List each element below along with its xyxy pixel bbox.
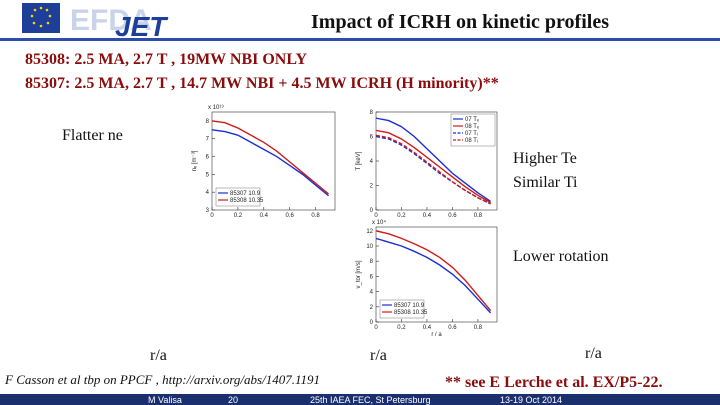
x-tick-label: 0.2 bbox=[397, 325, 406, 331]
legend-label: 85308 10.35 bbox=[394, 310, 428, 316]
x-tick-label: 0 bbox=[210, 213, 214, 219]
reference: ** see E Lerche et al. EX/P5-22. bbox=[445, 374, 662, 391]
axis-exponent: x 10¹⁹ bbox=[208, 104, 224, 111]
footer-author: M Valisa bbox=[148, 395, 182, 405]
shot-line: 85308: 2.5 MA, 2.7 T , 19MW NBI ONLY bbox=[25, 51, 308, 68]
y-tick-label: 0 bbox=[370, 320, 374, 326]
note: Similar Ti bbox=[513, 174, 578, 191]
footer-page: 20 bbox=[228, 395, 238, 405]
series-line bbox=[375, 134, 491, 205]
y-tick-label: 12 bbox=[366, 229, 373, 235]
logo-top: EFDA bbox=[70, 4, 152, 37]
y-axis-label: nₑ [m⁻³] bbox=[192, 150, 198, 171]
x-tick-label: 0.6 bbox=[286, 213, 295, 219]
x-tick-label: 0.8 bbox=[474, 325, 483, 331]
legend-label: 85307 10.9 bbox=[394, 303, 425, 309]
x-tick-label: 0.2 bbox=[234, 213, 243, 219]
series-line bbox=[375, 135, 491, 205]
x-tick-label: 0.8 bbox=[311, 213, 320, 219]
y-tick-label: 6 bbox=[370, 274, 374, 280]
footer-conf: 25th IAEA FEC, St Petersburg bbox=[310, 395, 431, 405]
legend-label: 07 Tₑ bbox=[465, 117, 480, 123]
y-tick-label: 8 bbox=[370, 259, 374, 265]
series-line bbox=[211, 129, 329, 197]
series-line bbox=[375, 129, 491, 204]
y-tick-label: 0 bbox=[370, 208, 374, 214]
header-bg bbox=[0, 0, 720, 42]
y-tick-label: 8 bbox=[370, 110, 374, 116]
series-line bbox=[211, 120, 329, 195]
y-tick-label: 2 bbox=[370, 305, 374, 311]
axis-note: r/a bbox=[370, 347, 387, 364]
citation: F Casson et al tbp on PPCF , http://arxi… bbox=[4, 372, 320, 387]
series-line bbox=[375, 237, 492, 314]
x-tick-label: 0.4 bbox=[423, 325, 432, 331]
header-rule bbox=[0, 38, 720, 41]
y-tick-label: 2 bbox=[370, 184, 374, 190]
logo-main: JET bbox=[115, 11, 169, 42]
legend-label: 08 Tᵢ bbox=[465, 138, 478, 144]
eu-stars bbox=[30, 6, 52, 28]
legend-label: 85307 10.9 bbox=[230, 191, 261, 197]
x-tick-label: 0.6 bbox=[448, 325, 457, 331]
note: Flatter ne bbox=[62, 127, 123, 144]
y-tick-label: 4 bbox=[206, 190, 210, 196]
x-tick-label: 0.6 bbox=[448, 213, 457, 219]
y-tick-label: 3 bbox=[206, 208, 210, 214]
y-tick-label: 5 bbox=[206, 172, 210, 178]
note: Higher Te bbox=[513, 150, 577, 167]
y-axis-label: T [keV] bbox=[356, 151, 362, 170]
x-tick-label: 0.4 bbox=[260, 213, 269, 219]
note: Lower rotation bbox=[513, 248, 609, 265]
slide-title: Impact of ICRH on kinetic profiles bbox=[311, 11, 609, 33]
series-line bbox=[375, 230, 492, 312]
x-tick-label: 0.2 bbox=[397, 213, 406, 219]
x-tick-label: 0.4 bbox=[423, 213, 432, 219]
legend-label: 07 Tᵢ bbox=[465, 131, 478, 137]
legend-label: 08 Tₑ bbox=[465, 124, 480, 130]
footer-date: 13-19 Oct 2014 bbox=[500, 395, 562, 405]
y-tick-label: 4 bbox=[370, 159, 374, 165]
y-tick-label: 7 bbox=[206, 137, 210, 143]
y-tick-label: 6 bbox=[370, 135, 374, 141]
series-line bbox=[375, 117, 492, 203]
axis-exponent: x 10⁴ bbox=[372, 219, 386, 226]
y-tick-label: 6 bbox=[206, 155, 210, 161]
axis-note: r/a bbox=[585, 345, 602, 362]
y-axis-label: v_tor [m/s] bbox=[356, 260, 362, 288]
x-axis-label: r / a bbox=[431, 332, 442, 338]
footer-bar bbox=[0, 394, 720, 405]
x-tick-label: 0 bbox=[374, 325, 378, 331]
y-tick-label: 8 bbox=[206, 119, 210, 125]
shot-line: 85307: 2.5 MA, 2.7 T , 14.7 MW NBI + 4.5… bbox=[25, 75, 499, 92]
x-tick-label: 0 bbox=[374, 213, 378, 219]
x-tick-label: 0.8 bbox=[474, 213, 483, 219]
axis-note: r/a bbox=[150, 347, 167, 364]
legend-label: 85308 10.35 bbox=[230, 198, 264, 204]
y-tick-label: 4 bbox=[370, 290, 374, 296]
y-tick-label: 10 bbox=[366, 244, 373, 250]
